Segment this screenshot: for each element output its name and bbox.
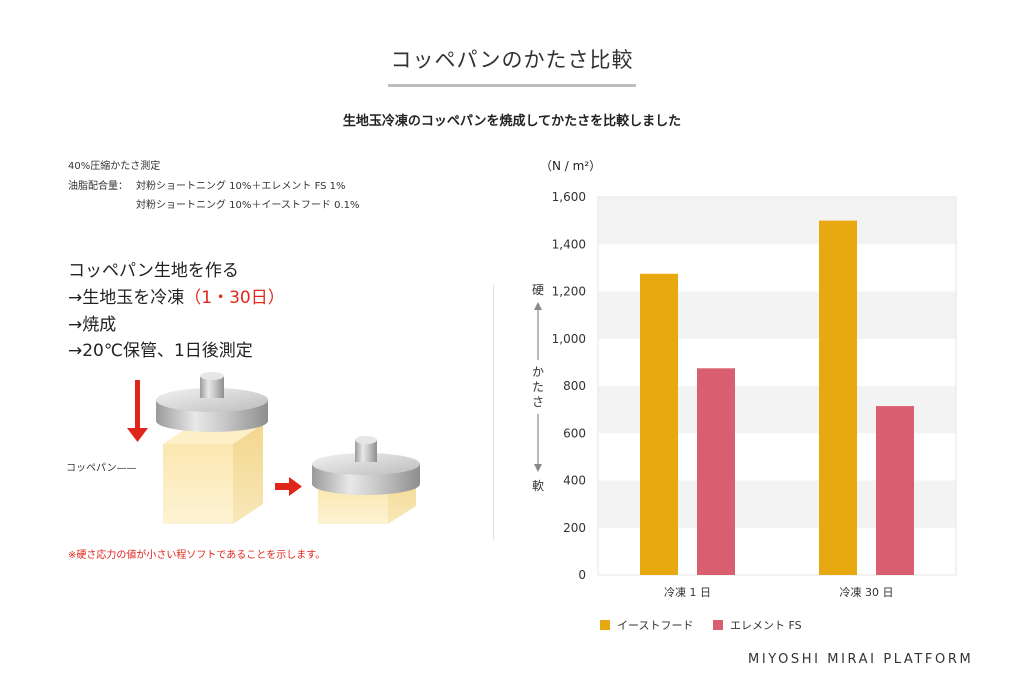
fat-ratio-heading: 油脂配合量： bbox=[68, 181, 128, 192]
fat-ratio-line-2: 対粉ショートニング 10%＋イーストフード 0.1% bbox=[136, 200, 360, 211]
measurement-label: 40%圧縮かたさ測定 bbox=[68, 161, 161, 172]
y-tick-label: 1,400 bbox=[552, 237, 586, 251]
dough-cube-before bbox=[163, 424, 263, 524]
footnote: ※硬さ応力の値が小さい程ソフトであることを示します。 bbox=[68, 550, 326, 561]
compression-illustration bbox=[127, 372, 420, 524]
x-tick-label: 冷凍 30 日 bbox=[840, 586, 894, 599]
process-step-3: →焼成 bbox=[68, 315, 117, 335]
process-step-2: →生地玉を冷凍（1・30日） bbox=[68, 283, 285, 308]
y-tick-label: 200 bbox=[563, 521, 586, 535]
y-tick-label: 1,200 bbox=[552, 285, 586, 299]
next-step-arrow-icon bbox=[275, 477, 302, 496]
press-plate-2 bbox=[312, 436, 420, 495]
arrow-up-icon bbox=[534, 302, 542, 310]
y-tick-label: 600 bbox=[563, 426, 586, 440]
bar bbox=[819, 220, 857, 575]
y-axis-unit-label: （N / m²） bbox=[540, 159, 601, 173]
axis-annot-char: か bbox=[532, 365, 544, 379]
hardness-bar-chart: 0 200 400 600 800 1,000 1,200 1,400 1,600 冷凍 1 日… bbox=[532, 159, 957, 632]
y-tick-label: 1,600 bbox=[552, 190, 586, 204]
title-underline bbox=[388, 84, 636, 87]
grid-band bbox=[598, 197, 956, 245]
page-subtitle: 生地玉冷凍のコッペパンを焼成してかたさを比較しました bbox=[342, 114, 682, 129]
section-divider bbox=[493, 285, 494, 540]
process-step-2-main: →生地玉を冷凍 bbox=[68, 288, 185, 308]
axis-annot-hard: 硬 bbox=[532, 283, 544, 297]
bar bbox=[876, 406, 914, 575]
brand-wordmark: MIYOSHI MIRAI PLATFORM bbox=[748, 652, 974, 667]
process-step-1: コッペパン生地を作る bbox=[68, 261, 239, 281]
y-tick-label: 800 bbox=[563, 379, 586, 393]
fat-ratio-line-1: 対粉ショートニング 10%＋エレメント FS 1% bbox=[136, 181, 346, 192]
legend-swatch bbox=[713, 620, 723, 630]
axis-annot-char: た bbox=[532, 380, 544, 394]
press-down-arrow-icon bbox=[127, 380, 148, 442]
legend-swatch bbox=[600, 620, 610, 630]
press-plate-1 bbox=[156, 372, 268, 432]
axis-annot-soft: 軟 bbox=[532, 478, 544, 493]
page-title: コッペパンのかたさ比較 bbox=[390, 48, 634, 72]
legend-label: エレメント FS bbox=[730, 619, 802, 632]
dough-label: コッペパン—— bbox=[66, 463, 137, 474]
plot-area-border bbox=[597, 196, 957, 576]
arrow-down-icon bbox=[534, 464, 542, 472]
process-step-2-days: （1・30日） bbox=[184, 288, 285, 308]
x-tick-label: 冷凍 1 日 bbox=[664, 586, 711, 599]
axis-annot-char: さ bbox=[532, 395, 544, 409]
bar bbox=[640, 273, 678, 575]
process-step-4: →20℃保管、1日後測定 bbox=[68, 341, 253, 361]
y-tick-label: 0 bbox=[578, 568, 586, 582]
y-tick-label: 1,000 bbox=[552, 332, 586, 346]
bar bbox=[697, 368, 735, 575]
y-tick-label: 400 bbox=[563, 474, 586, 488]
legend-label: イーストフード bbox=[617, 619, 693, 632]
